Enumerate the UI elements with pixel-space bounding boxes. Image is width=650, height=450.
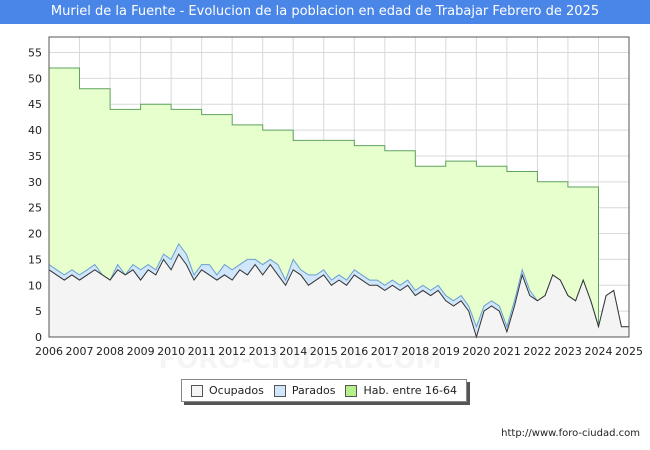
series-line-ocupados (48, 253, 629, 339)
x-tick-label: 2009 (127, 345, 155, 358)
x-tick-label: 2007 (66, 345, 94, 358)
y-tick-label: 15 (28, 253, 42, 266)
legend-swatch-hab (345, 384, 358, 397)
x-tick-label: 2022 (523, 345, 551, 358)
x-tick-label: 2011 (188, 345, 216, 358)
y-tick-label: 50 (28, 72, 42, 85)
legend-swatch-ocupados (190, 384, 203, 397)
y-tick-label: 40 (28, 124, 42, 137)
x-tick-label: 2025 (615, 345, 643, 358)
x-tick-label: 2023 (554, 345, 582, 358)
legend-label-parados: Parados (291, 384, 336, 397)
y-tick-label: 5 (35, 305, 42, 318)
x-tick-label: 2021 (493, 345, 521, 358)
x-tick-label: 2008 (96, 345, 124, 358)
x-tick-label: 2019 (432, 345, 460, 358)
source-url[interactable]: http://www.foro-ciudad.com (501, 428, 640, 439)
x-tick-label: 2015 (310, 345, 338, 358)
y-tick-label: 45 (28, 98, 42, 111)
x-tick-label: 2017 (371, 345, 399, 358)
x-tick-label: 2012 (218, 345, 246, 358)
legend-item-parados: Parados (273, 384, 336, 397)
plot-frame (48, 36, 630, 338)
x-tick-label: 2013 (249, 345, 277, 358)
chart-title: Muriel de la Fuente - Evolucion de la po… (0, 0, 650, 24)
x-tick-label: 2018 (401, 345, 429, 358)
x-tick-label: 2014 (279, 345, 307, 358)
y-tick-label: 55 (28, 47, 42, 60)
series-line-hab (49, 67, 599, 337)
legend-item-ocupados: Ocupados (190, 384, 264, 397)
series-area-ocupados (49, 254, 629, 337)
legend-label-hab: Hab. entre 16-64 (363, 384, 457, 397)
x-tick-label: 2016 (340, 345, 368, 358)
y-tick-label: 20 (28, 228, 42, 241)
legend-item-hab: Hab. entre 16-64 (345, 384, 457, 397)
y-tick-label: 0 (35, 331, 42, 344)
x-tick-label: 2010 (157, 345, 185, 358)
y-tick-label: 10 (28, 279, 42, 292)
y-tick-label: 30 (28, 176, 42, 189)
series-line-parados (48, 242, 629, 329)
x-tick-label: 2024 (584, 345, 612, 358)
y-tick-label: 25 (28, 202, 42, 215)
watermark-text: FORO-CIUDAD.COM (158, 345, 441, 375)
legend-label-ocupados: Ocupados (208, 384, 264, 397)
y-tick-label: 35 (28, 150, 42, 163)
legend-swatch-parados (273, 384, 286, 397)
chart-legend: Ocupados Parados Hab. entre 16-64 (181, 379, 467, 402)
x-tick-label: 2020 (462, 345, 490, 358)
x-tick-label: 2006 (35, 345, 63, 358)
